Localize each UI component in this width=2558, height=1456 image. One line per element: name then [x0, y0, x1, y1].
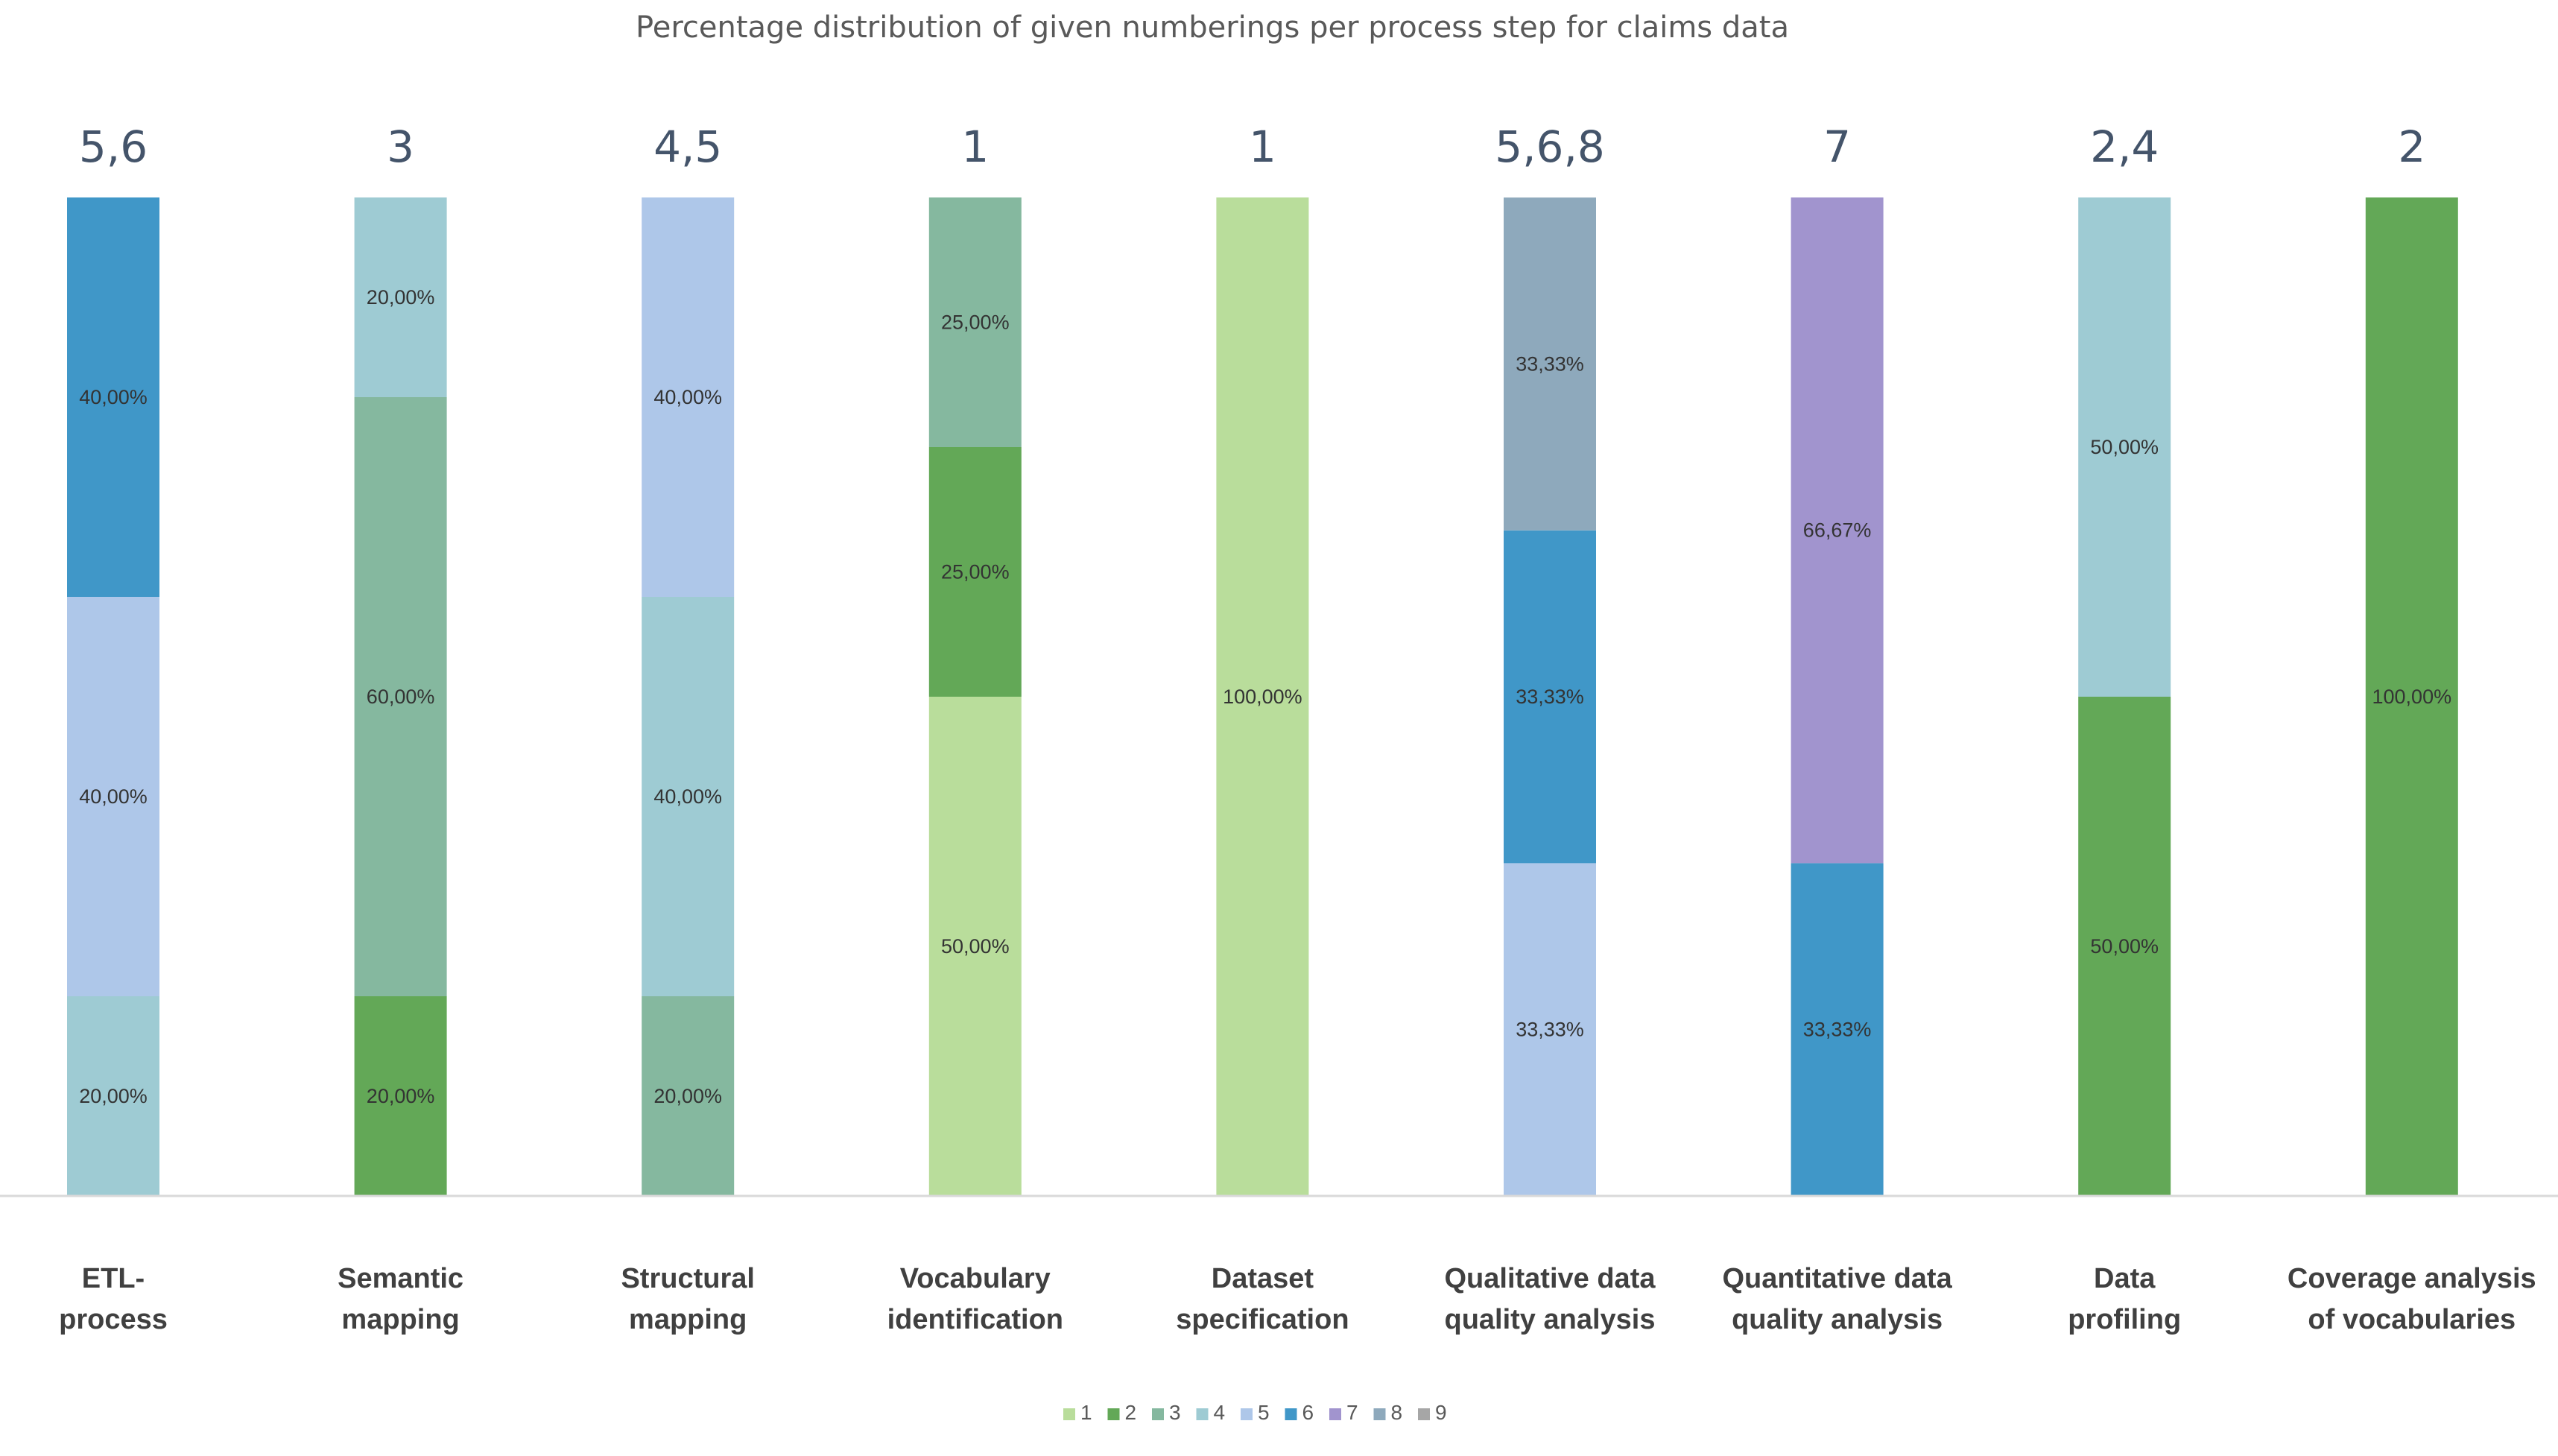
legend-label-7: 7	[1346, 1401, 1358, 1424]
data-label-series-4-cat-3: 40,00%	[653, 785, 722, 808]
legend-swatch-5	[1241, 1408, 1253, 1420]
data-label-series-2-cat-9: 100,00%	[2372, 686, 2452, 708]
category-label-cat-3-line-1: Structural	[621, 1263, 754, 1294]
category-label-cat-8-line-2: profiling	[2068, 1304, 2181, 1335]
data-label-series-2-cat-8: 50,00%	[2090, 935, 2159, 958]
legend-label-6: 6	[1302, 1401, 1314, 1424]
legend-swatch-7	[1329, 1408, 1341, 1420]
category-labels-group: ETL-process Semantic mapping Structural mapp…	[59, 1263, 2536, 1335]
data-label-series-6-cat-7: 33,33%	[1803, 1019, 1872, 1041]
top-label-cat-2: 3	[387, 121, 414, 172]
data-label-series-3-cat-4: 25,00%	[941, 311, 1010, 334]
legend-swatch-4	[1196, 1408, 1209, 1420]
bar-segment-series-4-cat-3	[642, 597, 735, 996]
category-label-cat-2-line-2: mapping	[341, 1304, 459, 1335]
legend-label-1: 1	[1080, 1401, 1092, 1424]
bar-segment-series-5-cat-6	[1504, 863, 1596, 1196]
category-label-cat-8-line-1: Data	[2094, 1263, 2156, 1294]
data-label-series-3-cat-2: 60,00%	[367, 686, 435, 708]
bar-segment-series-1-cat-5	[1216, 197, 1309, 1196]
legend-swatch-8	[1373, 1408, 1386, 1420]
bars-group: 20,00% 40,00% 40,00% 20,00% 60,00% 20,00% 20,0…	[67, 197, 2458, 1196]
top-labels-group: 5,6 3 4,5 1 1 5,6,8 7 2,4 2	[79, 121, 2425, 172]
legend-label-9: 9	[1435, 1401, 1447, 1424]
category-label-cat-3-line-2: mapping	[629, 1304, 747, 1335]
data-label-series-4-cat-2: 20,00%	[367, 286, 435, 308]
category-label-cat-1-line-1: ETL-	[82, 1263, 145, 1294]
legend-label-5: 5	[1258, 1401, 1270, 1424]
legend-swatch-6	[1285, 1408, 1297, 1420]
legend-swatch-1	[1063, 1408, 1075, 1420]
legend-label-4: 4	[1214, 1401, 1226, 1424]
data-label-series-3-cat-3: 20,00%	[653, 1085, 722, 1107]
legend-swatch-2	[1107, 1408, 1120, 1420]
category-label-cat-9-line-1: Coverage analysis	[2288, 1263, 2536, 1294]
bar-segment-series-6-cat-6	[1504, 530, 1596, 864]
bar-segment-series-5-cat-1	[67, 597, 159, 996]
category-label-cat-4-line-2: identification	[887, 1304, 1063, 1335]
bar-segment-series-2-cat-8	[2078, 697, 2171, 1196]
data-label-series-2-cat-2: 20,00%	[367, 1085, 435, 1107]
data-label-series-4-cat-1: 20,00%	[79, 1085, 148, 1107]
top-label-cat-5: 1	[1249, 121, 1276, 172]
bar-segment-series-6-cat-7	[1791, 863, 1884, 1196]
bar-segment-series-4-cat-1	[67, 996, 159, 1196]
data-label-series-5-cat-6: 33,33%	[1516, 1019, 1584, 1041]
top-label-cat-8: 2,4	[2090, 121, 2159, 172]
bar-segment-series-5-cat-3	[642, 197, 735, 597]
bar-segment-series-2-cat-4	[928, 447, 1022, 697]
data-label-series-2-cat-4: 25,00%	[941, 561, 1010, 583]
bar-segment-series-2-cat-9	[2365, 197, 2458, 1196]
category-label-cat-6-line-1: Qualitative data	[1445, 1263, 1656, 1294]
top-label-cat-9: 2	[2398, 121, 2425, 172]
legend-label-2: 2	[1125, 1401, 1137, 1424]
bar-segment-series-2-cat-2	[354, 996, 447, 1196]
top-label-cat-6: 5,6,8	[1495, 121, 1605, 172]
data-label-series-5-cat-1: 40,00%	[79, 785, 148, 808]
category-label-cat-4-line-1: Vocabulary	[900, 1263, 1051, 1294]
category-label-cat-5-line-2: specification	[1176, 1304, 1349, 1335]
data-label-series-5-cat-3: 40,00%	[653, 386, 722, 408]
bar-segment-series-8-cat-6	[1504, 197, 1596, 531]
category-label-cat-2-line-1: Semantic	[338, 1263, 463, 1294]
top-label-cat-4: 1	[961, 121, 989, 172]
legend-label-8: 8	[1391, 1401, 1403, 1424]
bar-segment-series-3-cat-2	[354, 397, 447, 996]
category-label-cat-7-line-2: quality analysis	[1732, 1304, 1943, 1335]
legend-swatch-9	[1418, 1408, 1430, 1420]
chart-title: Percentage distribution of given numberi…	[636, 10, 1789, 45]
category-label-cat-6-line-2: quality analysis	[1444, 1304, 1655, 1335]
bar-segment-series-3-cat-3	[642, 996, 735, 1196]
data-label-series-6-cat-6: 33,33%	[1516, 686, 1584, 708]
top-label-cat-1: 5,6	[79, 121, 148, 172]
bar-segment-series-7-cat-7	[1791, 197, 1884, 864]
legend: 1 2 3 4 5 6 7 8 9	[1063, 1401, 1447, 1424]
bar-segment-series-4-cat-8	[2078, 197, 2171, 697]
legend-label-3: 3	[1169, 1401, 1181, 1424]
bar-segment-series-3-cat-4	[928, 197, 1022, 447]
data-label-series-7-cat-7: 66,67%	[1803, 519, 1872, 542]
category-label-cat-7-line-1: Quantitative data	[1722, 1263, 1952, 1294]
data-label-series-1-cat-4: 50,00%	[941, 935, 1010, 958]
data-label-series-4-cat-8: 50,00%	[2090, 436, 2159, 458]
legend-swatch-3	[1152, 1408, 1164, 1420]
bar-segment-series-1-cat-4	[928, 697, 1022, 1196]
category-label-cat-1-line-2: process	[59, 1304, 168, 1335]
data-label-series-1-cat-5: 100,00%	[1223, 686, 1302, 708]
data-label-series-6-cat-1: 40,00%	[79, 386, 148, 408]
data-label-series-8-cat-6: 33,33%	[1516, 352, 1584, 375]
category-label-cat-9-line-2: of vocabularies	[2308, 1304, 2516, 1335]
category-label-cat-5-line-1: Dataset	[1212, 1263, 1314, 1294]
bar-segment-series-6-cat-1	[67, 197, 159, 597]
bar-segment-series-4-cat-2	[354, 197, 447, 397]
top-label-cat-3: 4,5	[653, 121, 722, 172]
top-label-cat-7: 7	[1823, 121, 1851, 172]
